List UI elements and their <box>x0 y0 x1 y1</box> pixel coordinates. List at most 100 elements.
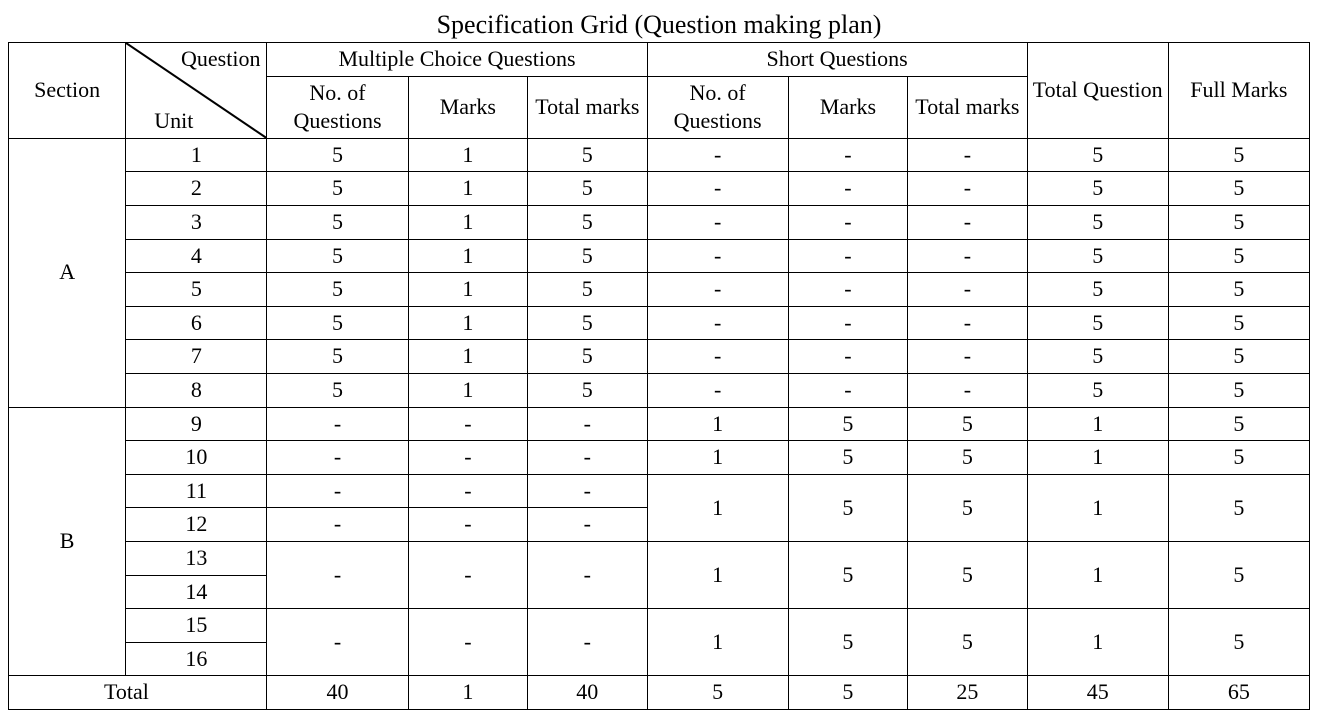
cell: 5 <box>788 441 907 475</box>
cell: 5 <box>528 373 647 407</box>
unit-cell: 10 <box>126 441 267 475</box>
cell: - <box>267 541 408 608</box>
cell: 5 <box>1027 172 1168 206</box>
table-row: 4 5 1 5 - - - 5 5 <box>9 239 1310 273</box>
cell: 5 <box>267 340 408 374</box>
cell: 5 <box>1027 205 1168 239</box>
cell: 1 <box>1027 441 1168 475</box>
table-row: 3 5 1 5 - - - 5 5 <box>9 205 1310 239</box>
cell: 40 <box>267 676 408 710</box>
cell: 5 <box>267 306 408 340</box>
cell: 5 <box>1168 441 1309 475</box>
table-row: 8 5 1 5 - - - 5 5 <box>9 373 1310 407</box>
table-row: 10 - - - 1 5 5 1 5 <box>9 441 1310 475</box>
cell: 1 <box>1027 541 1168 608</box>
cell: - <box>788 340 907 374</box>
cell: 5 <box>908 407 1027 441</box>
title-paren: (Question making plan) <box>634 10 881 39</box>
table-row: B 9 - - - 1 5 5 1 5 <box>9 407 1310 441</box>
cell: 1 <box>408 239 527 273</box>
cell: 5 <box>1027 138 1168 172</box>
cell: 5 <box>788 609 907 676</box>
header-sq-no: No. of Questions <box>647 76 788 138</box>
unit-cell: 12 <box>126 508 267 542</box>
cell: - <box>528 609 647 676</box>
table-row: A 1 5 1 5 - - - 5 5 <box>9 138 1310 172</box>
cell: - <box>788 273 907 307</box>
unit-cell: 7 <box>126 340 267 374</box>
cell: - <box>647 172 788 206</box>
cell: 5 <box>1168 474 1309 541</box>
cell: 5 <box>267 172 408 206</box>
cell: - <box>267 609 408 676</box>
unit-cell: 15 <box>126 609 267 643</box>
cell: 5 <box>1168 340 1309 374</box>
unit-cell: 1 <box>126 138 267 172</box>
cell: 1 <box>647 474 788 541</box>
cell: - <box>647 340 788 374</box>
cell: 1 <box>408 373 527 407</box>
header-row-1: Section Question Unit Multiple Choice Qu… <box>9 43 1310 77</box>
cell: 5 <box>528 172 647 206</box>
cell: 1 <box>1027 407 1168 441</box>
cell: - <box>528 474 647 508</box>
table-row: 11 - - - 1 5 5 1 5 <box>9 474 1310 508</box>
cell: - <box>788 306 907 340</box>
cell: 5 <box>528 273 647 307</box>
cell: 1 <box>647 541 788 608</box>
cell: - <box>408 609 527 676</box>
cell: - <box>788 239 907 273</box>
cell: 5 <box>267 273 408 307</box>
cell: - <box>647 273 788 307</box>
cell: 5 <box>908 541 1027 608</box>
cell: - <box>908 340 1027 374</box>
header-mcq-no: No. of Questions <box>267 76 408 138</box>
cell: 5 <box>1168 239 1309 273</box>
cell: - <box>528 541 647 608</box>
cell: 1 <box>408 676 527 710</box>
unit-cell: 3 <box>126 205 267 239</box>
cell: 45 <box>1027 676 1168 710</box>
table-row: 5 5 1 5 - - - 5 5 <box>9 273 1310 307</box>
cell: 5 <box>788 541 907 608</box>
cell: 1 <box>647 441 788 475</box>
cell: 5 <box>1027 373 1168 407</box>
diag-bottom-label: Unit <box>154 107 193 136</box>
cell: 5 <box>1168 407 1309 441</box>
cell: 5 <box>908 441 1027 475</box>
cell: 1 <box>647 407 788 441</box>
cell: 1 <box>1027 609 1168 676</box>
cell: - <box>528 508 647 542</box>
cell: - <box>408 407 527 441</box>
table-row: 13 - - - 1 5 5 1 5 <box>9 541 1310 575</box>
page-title: Specification Grid (Question making plan… <box>8 10 1310 40</box>
header-sq-total: Total marks <box>908 76 1027 138</box>
cell: - <box>647 239 788 273</box>
cell: - <box>908 138 1027 172</box>
unit-cell: 9 <box>126 407 267 441</box>
total-row: Total 40 1 40 5 5 25 45 65 <box>9 676 1310 710</box>
cell: 5 <box>1168 205 1309 239</box>
unit-cell: 2 <box>126 172 267 206</box>
cell: 25 <box>908 676 1027 710</box>
cell: - <box>267 441 408 475</box>
cell: - <box>908 273 1027 307</box>
cell: 40 <box>528 676 647 710</box>
header-section: Section <box>9 43 126 139</box>
header-mcq: Multiple Choice Questions <box>267 43 647 77</box>
cell: 1 <box>647 609 788 676</box>
cell: 1 <box>408 273 527 307</box>
cell: 5 <box>788 676 907 710</box>
cell: 5 <box>647 676 788 710</box>
cell: - <box>908 306 1027 340</box>
cell: 5 <box>1168 609 1309 676</box>
table-row: 2 5 1 5 - - - 5 5 <box>9 172 1310 206</box>
diag-top-label: Question <box>181 45 260 74</box>
cell: 5 <box>1027 306 1168 340</box>
cell: 5 <box>267 373 408 407</box>
cell: - <box>267 508 408 542</box>
cell: - <box>528 441 647 475</box>
cell: - <box>647 373 788 407</box>
cell: 5 <box>267 205 408 239</box>
cell: 1 <box>408 205 527 239</box>
